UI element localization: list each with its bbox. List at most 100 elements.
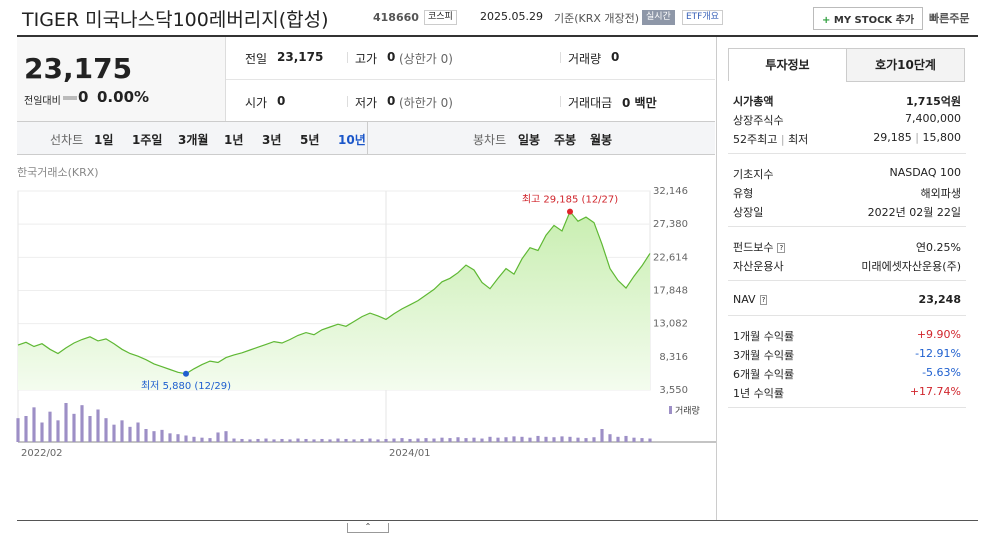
info-label: 상장일 bbox=[733, 206, 764, 219]
volume-bar bbox=[136, 422, 140, 442]
volume-bar bbox=[552, 437, 556, 442]
period-tab[interactable]: 3개월 bbox=[178, 133, 209, 147]
summary-value: 23,175 bbox=[277, 50, 324, 64]
volume-bar bbox=[96, 409, 100, 442]
volume-bar bbox=[152, 431, 156, 442]
info-row: 1개월 수익률 +9.90% bbox=[733, 328, 961, 344]
y-tick-label: 13,082 bbox=[653, 319, 688, 330]
realtime-badge[interactable]: 실시간 bbox=[642, 10, 675, 25]
summary-sep bbox=[347, 52, 348, 63]
volume-bar bbox=[408, 438, 412, 442]
period-tab[interactable]: 1일 bbox=[94, 133, 114, 147]
max-point bbox=[567, 208, 573, 215]
summary-value: 0 bbox=[277, 94, 286, 108]
price-line bbox=[17, 210, 651, 375]
my-stock-button[interactable]: + MY STOCK 추가 bbox=[813, 7, 924, 30]
info-value: 2022년 02월 22일 bbox=[867, 206, 961, 219]
candle-label: 봉차트 bbox=[473, 133, 507, 147]
quote-box bbox=[17, 37, 226, 121]
volume-bar bbox=[424, 438, 428, 442]
group-rule bbox=[728, 153, 966, 154]
volume-bar bbox=[608, 434, 612, 442]
y-tick-label: 3,550 bbox=[659, 385, 688, 396]
volume-bar bbox=[232, 438, 236, 442]
volume-bar bbox=[512, 436, 516, 442]
flat-icon bbox=[63, 96, 77, 100]
info-value: 29,185 | 15,800 bbox=[873, 131, 961, 144]
etf-info-button[interactable]: ETF개요 bbox=[682, 10, 723, 25]
volume-bar bbox=[480, 438, 484, 442]
info-row: 기초지수 NASDAQ 100 bbox=[733, 166, 961, 182]
candle-tab[interactable]: 월봉 bbox=[590, 133, 613, 147]
summary-value: 0 bbox=[611, 50, 620, 64]
volume-bar bbox=[312, 439, 316, 442]
help-icon[interactable]: ? bbox=[759, 295, 768, 305]
info-row: 6개월 수익률 -5.63% bbox=[733, 366, 961, 382]
info-label: 시가총액 bbox=[733, 95, 774, 108]
collapse-button[interactable]: ⌃ bbox=[347, 523, 389, 533]
info-label: 3개월 수익률 bbox=[733, 349, 795, 362]
summary-label: 저가 bbox=[355, 96, 378, 110]
y-tick-label: 27,380 bbox=[653, 219, 688, 230]
volume-bar bbox=[416, 438, 420, 442]
volume-bar bbox=[456, 437, 460, 442]
summary-label: 거래량 bbox=[568, 52, 602, 66]
volume-bar bbox=[192, 436, 196, 442]
period-tab[interactable]: 10년 bbox=[338, 133, 366, 147]
volume-bar bbox=[56, 420, 60, 442]
volume-bar bbox=[120, 420, 124, 442]
info-tab[interactable]: 호가10단계 bbox=[846, 48, 965, 82]
info-row: 자산운용사 미래에셋자산운용(주) bbox=[733, 258, 961, 274]
volume-bar bbox=[352, 439, 356, 442]
volume-bar bbox=[104, 418, 108, 442]
info-value: 7,400,000 bbox=[905, 112, 961, 125]
sep: | bbox=[777, 133, 789, 146]
info-value: 1,715억원 bbox=[905, 95, 961, 108]
volume-bar bbox=[328, 439, 332, 442]
info-label: 펀드보수 bbox=[733, 241, 774, 254]
volume-bar bbox=[344, 438, 348, 442]
volume-bar bbox=[336, 438, 340, 442]
info-label: 6개월 수익률 bbox=[733, 368, 795, 381]
volume-bar bbox=[296, 438, 300, 442]
period-tab[interactable]: 1년 bbox=[224, 133, 244, 147]
period-tab[interactable]: 1주일 bbox=[132, 133, 163, 147]
candle-tab[interactable]: 일봉 bbox=[518, 133, 541, 147]
volume-bar bbox=[376, 439, 380, 442]
info-value: 연0.25% bbox=[915, 241, 961, 254]
volume-bar bbox=[520, 436, 524, 442]
help-icon[interactable]: ? bbox=[777, 243, 786, 253]
min-label: 최저 5,880 (12/29) bbox=[141, 380, 231, 392]
quick-order[interactable]: 빠른주문 bbox=[929, 12, 970, 25]
info-value: 해외파생 bbox=[920, 187, 961, 200]
candle-tab[interactable]: 주봉 bbox=[554, 133, 577, 147]
volume-bar bbox=[144, 429, 148, 442]
info-value: -5.63% bbox=[922, 366, 961, 379]
info-label: 최저 bbox=[788, 133, 809, 146]
volume-bar bbox=[488, 436, 492, 442]
price-area bbox=[18, 211, 650, 390]
volume-bar bbox=[448, 438, 452, 442]
volume-bar bbox=[440, 437, 444, 442]
period-tab[interactable]: 5년 bbox=[300, 133, 320, 147]
volume-bar bbox=[320, 438, 324, 442]
volume-bar bbox=[256, 438, 260, 442]
period-tab[interactable]: 3년 bbox=[262, 133, 282, 147]
period-divider bbox=[367, 122, 368, 154]
panel-divider bbox=[716, 37, 717, 521]
info-tab[interactable]: 투자정보 bbox=[728, 48, 847, 81]
summary-label: 고가 bbox=[355, 52, 378, 66]
volume-bar bbox=[472, 437, 476, 442]
source: 한국거래소(KRX) bbox=[17, 166, 99, 179]
volume-bar bbox=[88, 416, 92, 442]
info-row: 상장일 2022년 02월 22일 bbox=[733, 204, 961, 220]
info-row: 3개월 수익률 -12.91% bbox=[733, 347, 961, 363]
volume-bar bbox=[208, 438, 212, 442]
volume-bar bbox=[640, 438, 644, 442]
group-rule bbox=[728, 315, 966, 316]
volume-bar bbox=[80, 405, 84, 442]
info-row: 시가총액 1,715억원 bbox=[733, 93, 961, 109]
top-rule bbox=[17, 35, 978, 37]
y-tick-label: 8,316 bbox=[659, 352, 688, 363]
summary-sep bbox=[560, 52, 561, 63]
